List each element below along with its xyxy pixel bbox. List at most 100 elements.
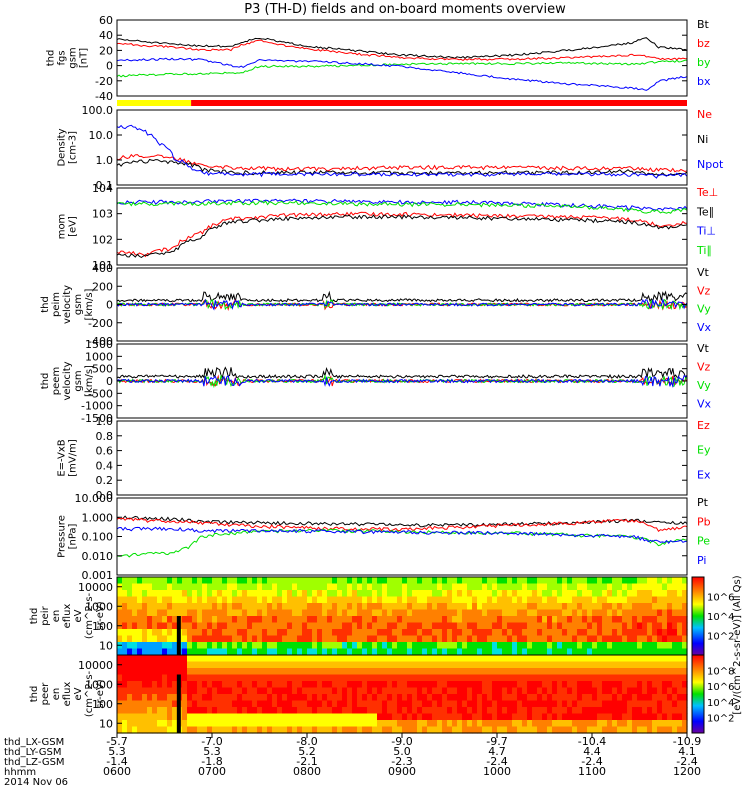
spectrogram-cell bbox=[562, 622, 568, 630]
spectrogram-cell bbox=[262, 590, 268, 598]
spectrogram-cell bbox=[567, 661, 573, 669]
spectrogram-cell bbox=[447, 635, 453, 643]
spectrogram-cell bbox=[637, 687, 643, 695]
spectrogram-cell bbox=[312, 707, 318, 715]
series-bt-line bbox=[116, 37, 688, 59]
legend-by: by bbox=[697, 56, 711, 69]
spectrogram-cell bbox=[657, 661, 663, 669]
spectrogram-cell bbox=[662, 583, 668, 591]
spectrogram-cell bbox=[122, 700, 128, 708]
spectrogram-cell bbox=[302, 590, 308, 598]
spectrogram-cell bbox=[217, 577, 223, 585]
spectrogram-cell bbox=[577, 609, 583, 617]
spectrogram-cell bbox=[172, 713, 178, 721]
spectrogram-cell bbox=[642, 590, 648, 598]
spectrogram-cell bbox=[467, 655, 473, 663]
spectrogram-cell bbox=[232, 720, 238, 728]
spectrogram-cell bbox=[512, 648, 518, 656]
series-ne-line bbox=[116, 153, 688, 173]
spectrogram-cell bbox=[197, 577, 203, 585]
spectrogram-cell bbox=[272, 674, 278, 682]
spectrogram-cell bbox=[347, 590, 353, 598]
spectrogram-cell bbox=[382, 648, 388, 656]
spectrogram-cell bbox=[357, 577, 363, 585]
spectrogram-cell bbox=[212, 590, 218, 598]
spectrogram-cell bbox=[452, 707, 458, 715]
spectrogram-cell bbox=[337, 622, 343, 630]
spectrogram-cell bbox=[337, 603, 343, 611]
y-axis-label: mom bbox=[57, 214, 68, 240]
spectrogram-cell bbox=[417, 668, 423, 676]
spectrogram-cell bbox=[127, 720, 133, 728]
spectrogram-cell bbox=[417, 720, 423, 728]
y-axis-label: [eV] bbox=[68, 216, 79, 237]
spectrogram-cell bbox=[227, 681, 233, 689]
spectrogram-cell bbox=[562, 596, 568, 604]
spectrogram-cell bbox=[582, 642, 588, 650]
spectrogram-cell bbox=[487, 661, 493, 669]
spectrogram-cell bbox=[127, 655, 133, 663]
spectrogram-cell bbox=[647, 661, 653, 669]
spectrogram-cell bbox=[337, 661, 343, 669]
spectrogram-cell bbox=[387, 694, 393, 702]
spectrogram-cell bbox=[607, 629, 613, 637]
spectrogram-cell bbox=[267, 609, 273, 617]
spectrogram-cell bbox=[502, 661, 508, 669]
spectrogram-cell bbox=[577, 603, 583, 611]
spectrogram-cell bbox=[147, 622, 153, 630]
spectrogram-cell bbox=[632, 635, 638, 643]
spectrogram-cell bbox=[367, 700, 373, 708]
spectrogram-cell bbox=[162, 622, 168, 630]
spectrogram-cell bbox=[632, 577, 638, 585]
spectrogram-cell bbox=[247, 629, 253, 637]
spectrogram-cell bbox=[197, 616, 203, 624]
spectrogram-cell bbox=[612, 707, 618, 715]
spectrogram-cell bbox=[122, 603, 128, 611]
spectrogram-cell bbox=[142, 700, 148, 708]
time-value-2: -1.4 bbox=[106, 755, 127, 768]
spectrogram-cell bbox=[442, 616, 448, 624]
spectrogram-cell bbox=[622, 603, 628, 611]
spectrogram-cell bbox=[577, 674, 583, 682]
spectrogram-cell bbox=[412, 629, 418, 637]
spectrogram-cell bbox=[682, 629, 688, 637]
spectrogram-cell bbox=[477, 661, 483, 669]
spectrogram-cell bbox=[342, 668, 348, 676]
spectrogram-cell bbox=[457, 674, 463, 682]
spectrogram-cell bbox=[672, 590, 678, 598]
spectrogram-cell bbox=[492, 720, 498, 728]
panel-temperature bbox=[116, 198, 688, 258]
spectrogram-cell bbox=[677, 609, 683, 617]
spectrogram-cell bbox=[477, 707, 483, 715]
spectrogram-cell bbox=[197, 642, 203, 650]
spectrogram-cell bbox=[447, 707, 453, 715]
y-tick-1500: -1500 bbox=[81, 412, 113, 425]
spectrogram-cell bbox=[442, 622, 448, 630]
legend-npot: Npot bbox=[697, 158, 724, 171]
legend-ti: Ti∥ bbox=[696, 244, 712, 257]
spectrogram-cell bbox=[262, 681, 268, 689]
spectrogram-cell bbox=[117, 616, 123, 624]
legend-bx: bx bbox=[697, 75, 711, 88]
spectrogram-cell bbox=[532, 668, 538, 676]
spectrogram-cell bbox=[362, 668, 368, 676]
spectrogram-cell bbox=[682, 596, 688, 604]
spectrogram-cell bbox=[427, 726, 433, 734]
spectrogram-cell bbox=[132, 583, 138, 591]
legend-ez: Ez bbox=[697, 419, 710, 432]
spectrogram-cell bbox=[477, 713, 483, 721]
spectrogram-cell bbox=[147, 609, 153, 617]
spectrogram-cell bbox=[517, 596, 523, 604]
spectrogram-cell bbox=[402, 622, 408, 630]
spectrogram-cell bbox=[632, 661, 638, 669]
spectrogram-cell bbox=[407, 616, 413, 624]
spectrogram-cell bbox=[357, 687, 363, 695]
spectrogram-cell bbox=[132, 609, 138, 617]
spectrogram-cell bbox=[502, 720, 508, 728]
spectrogram-cell bbox=[502, 583, 508, 591]
spectrogram-cell bbox=[202, 622, 208, 630]
spectrogram-cell bbox=[237, 661, 243, 669]
spectrogram-cell bbox=[287, 583, 293, 591]
spectrogram-cell bbox=[552, 655, 558, 663]
spectrogram-cell bbox=[337, 583, 343, 591]
